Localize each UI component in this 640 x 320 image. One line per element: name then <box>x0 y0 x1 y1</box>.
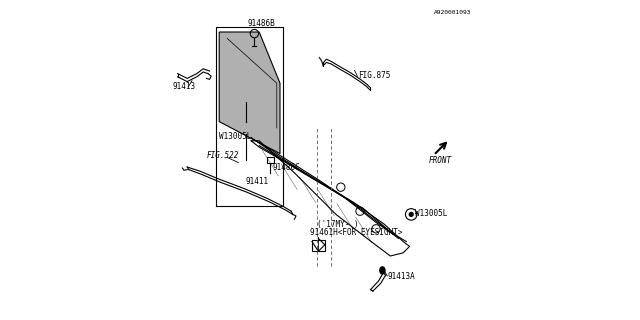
Text: A920001093: A920001093 <box>434 11 471 15</box>
Text: 91486C: 91486C <box>273 163 300 172</box>
Text: 91486B: 91486B <box>248 19 276 28</box>
Text: ('17MY- ): ('17MY- ) <box>317 220 359 229</box>
Text: FIG.875: FIG.875 <box>358 71 390 80</box>
Text: 91411: 91411 <box>246 177 269 186</box>
Text: FIG.522: FIG.522 <box>206 151 239 160</box>
Circle shape <box>244 126 249 130</box>
Text: W13005L: W13005L <box>219 132 252 141</box>
Text: 91461H<FOR EYESIGHT>: 91461H<FOR EYESIGHT> <box>310 228 403 237</box>
Circle shape <box>410 212 413 216</box>
Text: 91413A: 91413A <box>387 272 415 281</box>
Ellipse shape <box>380 267 385 274</box>
Text: W13005L: W13005L <box>415 209 448 218</box>
Text: FRONT: FRONT <box>429 156 452 165</box>
Text: 91413: 91413 <box>172 82 195 91</box>
Polygon shape <box>219 32 280 154</box>
